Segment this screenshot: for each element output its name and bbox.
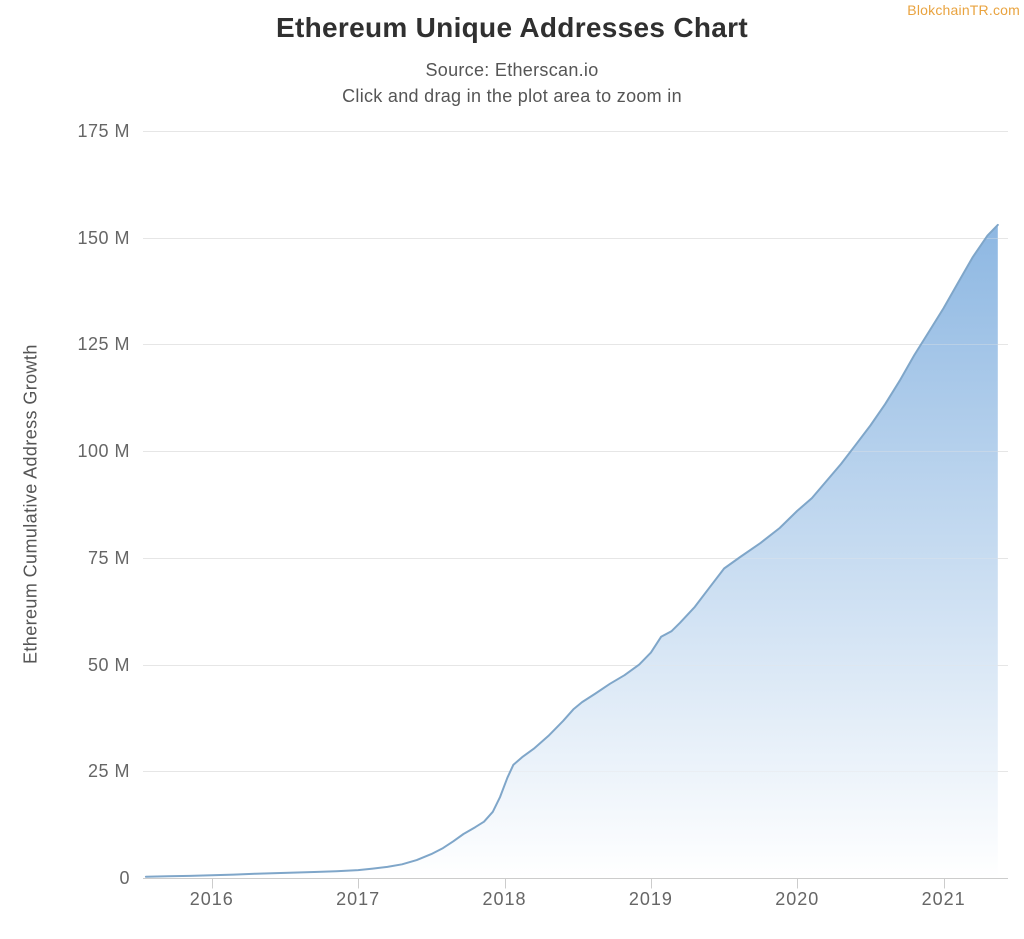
y-axis-label: 0: [119, 868, 130, 888]
y-axis-label: 150 M: [77, 227, 130, 248]
y-axis-label: 175 M: [77, 121, 130, 141]
x-axis: [143, 878, 1008, 889]
y-axis-label: 75 M: [87, 547, 130, 568]
watermark: BlokchainTR.com: [907, 2, 1020, 18]
x-axis-label: 2016: [189, 889, 234, 909]
y-axis-label: 125 M: [77, 334, 130, 355]
x-axis-label: 2017: [336, 889, 381, 909]
chart-title: Ethereum Unique Addresses Chart: [276, 12, 748, 43]
y-axis-label: 50 M: [87, 654, 130, 675]
x-axis-label: 2021: [921, 889, 966, 909]
chart-subtitle-source: Source: Etherscan.io: [425, 60, 599, 80]
x-axis-label: 2019: [628, 889, 673, 909]
gridlines-overlay-group: [143, 131, 1008, 772]
y-axis-label: 25 M: [87, 761, 130, 782]
x-axis-label: 2020: [775, 889, 820, 909]
chart-subtitle-hint: Click and drag in the plot area to zoom …: [342, 86, 682, 106]
gridlines-group: [143, 131, 1008, 772]
area-series-line: [144, 223, 999, 878]
x-axis-label: 2018: [482, 889, 527, 909]
y-axis-label: 100 M: [77, 441, 130, 462]
area-series-fill: [145, 224, 998, 878]
